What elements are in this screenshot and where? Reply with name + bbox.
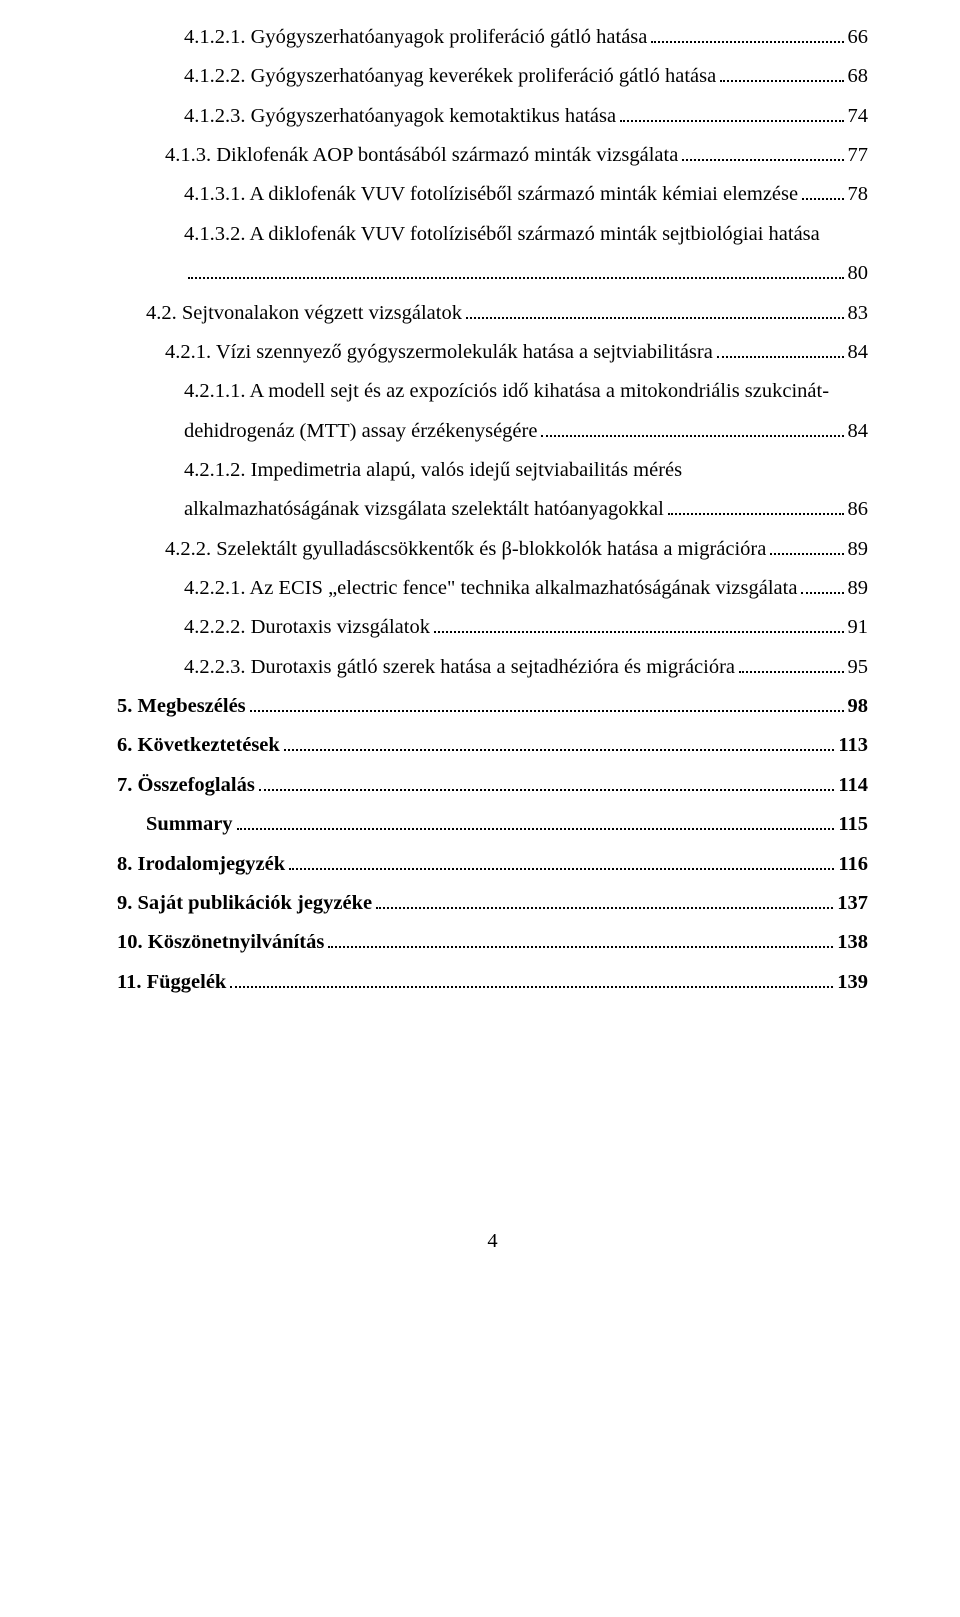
toc-title: 4.2.2.1. Az ECIS „electric fence" techni…	[184, 569, 797, 608]
toc-title: 4.2.2.2. Durotaxis vizsgálatok	[184, 608, 430, 647]
table-of-contents: 4.1.2.1. Gyógyszerhatóanyagok proliferác…	[117, 18, 868, 1002]
toc-page-number: 91	[848, 608, 869, 647]
toc-page-number: 84	[848, 412, 869, 451]
toc-page-number: 113	[838, 726, 868, 765]
toc-leader-dots	[250, 695, 844, 712]
toc-leader-dots	[289, 852, 834, 869]
toc-title: 4.1.2.3. Gyógyszerhatóanyagok kemotaktik…	[184, 97, 616, 136]
toc-page-number: 80	[848, 254, 869, 293]
toc-title: 8. Irodalomjegyzék	[117, 845, 285, 884]
toc-entry: 7. Összefoglalás 114	[117, 766, 868, 805]
toc-title: 4.1.2.2. Gyógyszerhatóanyag keverékek pr…	[184, 57, 716, 96]
toc-title: 4.2.1.1. A modell sejt és az expozíciós …	[184, 380, 829, 402]
toc-title: 4.2.1. Vízi szennyező gyógyszermolekulák…	[165, 333, 713, 372]
toc-entry: 4.2.2.1. Az ECIS „electric fence" techni…	[117, 569, 868, 608]
toc-entry-line1: 4.2.1.1. A modell sejt és az expozíciós …	[117, 372, 868, 411]
toc-leader-dots	[717, 341, 844, 358]
toc-title: dehidrogenáz (MTT) assay érzékenységére	[184, 412, 537, 451]
toc-leader-dots	[376, 892, 833, 909]
toc-title: 9. Saját publikációk jegyzéke	[117, 884, 372, 923]
toc-leader-dots	[720, 65, 843, 82]
toc-title: 10. Köszönetnyilvánítás	[117, 923, 324, 962]
toc-entry: 80	[117, 254, 868, 293]
toc-page-number: 68	[848, 57, 869, 96]
toc-entry: 4.2.2.2. Durotaxis vizsgálatok 91	[117, 608, 868, 647]
toc-page-number: 66	[848, 18, 869, 57]
toc-entry: 11. Függelék 139	[117, 963, 868, 1002]
toc-entry: 6. Következtetések 113	[117, 726, 868, 765]
toc-page-number: 84	[848, 333, 869, 372]
toc-title: 4.2. Sejtvonalakon végzett vizsgálatok	[146, 294, 462, 333]
toc-title: 4.1.3. Diklofenák AOP bontásából származ…	[165, 136, 678, 175]
toc-entry: 4.2.2. Szelektált gyulladáscsökkentők és…	[117, 530, 868, 569]
toc-entry: 4.1.3. Diklofenák AOP bontásából származ…	[117, 136, 868, 175]
toc-leader-dots	[801, 577, 843, 594]
toc-leader-dots	[237, 813, 835, 830]
toc-title: 4.1.3.2. A diklofenák VUV fotolíziséből …	[184, 223, 820, 245]
toc-title: 11. Függelék	[117, 963, 226, 1002]
page-number: 4	[117, 1222, 868, 1261]
toc-entry-line1: 4.2.1.2. Impedimetria alapú, valós idejű…	[117, 451, 868, 490]
toc-entry: Summary 115	[117, 805, 868, 844]
toc-leader-dots	[739, 655, 843, 672]
toc-title: 4.1.2.1. Gyógyszerhatóanyagok proliferác…	[184, 18, 647, 57]
toc-leader-dots	[328, 931, 833, 948]
toc-page-number: 114	[838, 766, 868, 805]
toc-leader-dots	[188, 262, 844, 279]
toc-entry: 8. Irodalomjegyzék 116	[117, 845, 868, 884]
toc-title: 4.1.3.1. A diklofenák VUV fotolíziséből …	[184, 175, 798, 214]
toc-page-number: 77	[848, 136, 869, 175]
toc-leader-dots	[259, 773, 835, 790]
toc-page-number: 83	[848, 294, 869, 333]
toc-entry: dehidrogenáz (MTT) assay érzékenységére …	[117, 412, 868, 451]
toc-leader-dots	[802, 183, 843, 200]
toc-entry: 4.1.2.1. Gyógyszerhatóanyagok proliferác…	[117, 18, 868, 57]
toc-title: 4.2.1.2. Impedimetria alapú, valós idejű…	[184, 459, 682, 481]
toc-leader-dots	[230, 970, 833, 987]
toc-page-number: 116	[838, 845, 868, 884]
toc-page-number: 98	[848, 687, 869, 726]
toc-page-number: 115	[838, 805, 868, 844]
toc-entry: 4.2.1. Vízi szennyező gyógyszermolekulák…	[117, 333, 868, 372]
toc-title: 4.2.2. Szelektált gyulladáscsökkentők és…	[165, 530, 766, 569]
toc-entry: 9. Saját publikációk jegyzéke 137	[117, 884, 868, 923]
toc-entry: 4.2. Sejtvonalakon végzett vizsgálatok 8…	[117, 294, 868, 333]
toc-entry: alkalmazhatóságának vizsgálata szelektál…	[117, 490, 868, 529]
toc-page-number: 78	[848, 175, 869, 214]
toc-leader-dots	[434, 616, 844, 633]
toc-leader-dots	[682, 144, 843, 161]
toc-leader-dots	[651, 26, 843, 43]
toc-page-number: 86	[848, 490, 869, 529]
toc-entry: 4.2.2.3. Durotaxis gátló szerek hatása a…	[117, 648, 868, 687]
toc-page-number: 137	[837, 884, 868, 923]
toc-page-number: 74	[848, 97, 869, 136]
toc-entry: 10. Köszönetnyilvánítás 138	[117, 923, 868, 962]
toc-entry: 5. Megbeszélés 98	[117, 687, 868, 726]
toc-title: 5. Megbeszélés	[117, 687, 246, 726]
toc-page-number: 138	[837, 923, 868, 962]
toc-title: 7. Összefoglalás	[117, 766, 255, 805]
toc-leader-dots	[668, 498, 844, 515]
toc-title: Summary	[146, 805, 233, 844]
toc-entry-line1: 4.1.3.2. A diklofenák VUV fotolíziséből …	[117, 215, 868, 254]
toc-title: alkalmazhatóságának vizsgálata szelektál…	[184, 490, 664, 529]
page-container: 4.1.2.1. Gyógyszerhatóanyagok proliferác…	[0, 0, 960, 1617]
toc-title: 4.2.2.3. Durotaxis gátló szerek hatása a…	[184, 648, 735, 687]
toc-page-number: 95	[848, 648, 869, 687]
toc-page-number: 89	[848, 569, 869, 608]
toc-entry: 4.1.2.3. Gyógyszerhatóanyagok kemotaktik…	[117, 97, 868, 136]
toc-leader-dots	[770, 537, 843, 554]
toc-leader-dots	[466, 301, 844, 318]
toc-leader-dots	[541, 419, 843, 436]
toc-leader-dots	[284, 734, 835, 751]
toc-page-number: 139	[837, 963, 868, 1002]
toc-entry: 4.1.3.1. A diklofenák VUV fotolíziséből …	[117, 175, 868, 214]
toc-title: 6. Következtetések	[117, 726, 280, 765]
toc-entry: 4.1.2.2. Gyógyszerhatóanyag keverékek pr…	[117, 57, 868, 96]
toc-page-number: 89	[848, 530, 869, 569]
toc-leader-dots	[620, 104, 843, 121]
